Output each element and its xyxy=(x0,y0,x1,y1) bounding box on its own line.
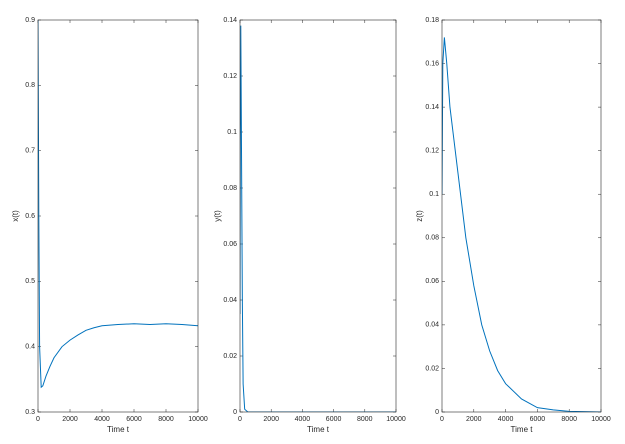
x-tick-label: 4000 xyxy=(295,416,311,423)
subplot: 0 0.02 0.04 0.06 0.08 0.1 0.12 0.14 0 2000 4000 600… xyxy=(213,17,406,434)
y-tick-label: 0.08 xyxy=(223,185,237,192)
y-axis-label: z(t) xyxy=(415,210,424,222)
y-tick-label: 0.12 xyxy=(425,148,439,155)
y-tick-label: 0.14 xyxy=(425,104,439,111)
y-tick-label: 0 xyxy=(233,409,237,416)
y-tick-label: 0.06 xyxy=(425,278,439,285)
y-tick-label: 0.5 xyxy=(25,278,35,285)
x-tick-label: 0 xyxy=(440,416,444,423)
y-tick-label: 0.1 xyxy=(227,129,237,136)
y-tick-label: 0.7 xyxy=(25,148,35,155)
y-tick-label: 0.6 xyxy=(25,213,35,220)
y-tick-label: 0.02 xyxy=(425,365,439,372)
x-tick-label: 2000 xyxy=(62,416,78,423)
plot-area xyxy=(240,25,396,412)
axes-box xyxy=(37,19,199,413)
x-axis-label: Time t xyxy=(107,425,130,434)
x-tick-label: 0 xyxy=(238,416,242,423)
y-tick-label: 0.06 xyxy=(223,241,237,248)
y-tick-label: 0.16 xyxy=(425,60,439,67)
x-tick-label: 6000 xyxy=(126,416,142,423)
y-tick-label: 0.08 xyxy=(425,235,439,242)
data-line xyxy=(38,20,198,389)
subplot: 0.3 0.4 0.5 0.6 0.7 0.8 0.9 0 2000 4000 6000 8000 10… xyxy=(11,17,208,434)
data-line xyxy=(442,37,601,412)
subplot: 0 0.02 0.04 0.06 0.08 0.1 0.12 0.14 0.16 0.18 0 200… xyxy=(415,17,611,434)
axes-box xyxy=(441,19,602,413)
axes-background xyxy=(240,20,396,412)
y-tick-label: 0.04 xyxy=(425,322,439,329)
y-tick-label: 0.14 xyxy=(223,17,237,24)
data-line xyxy=(240,25,396,412)
y-tick-label: 0.9 xyxy=(25,17,35,24)
y-tick-label: 0 xyxy=(435,409,439,416)
x-tick-label: 2000 xyxy=(466,416,482,423)
x-tick-label: 8000 xyxy=(158,416,174,423)
x-tick-label: 8000 xyxy=(357,416,373,423)
x-axis-label: Time t xyxy=(511,425,534,434)
x-tick-label: 4000 xyxy=(498,416,514,423)
axes-box xyxy=(239,19,397,413)
y-tick-label: 0.02 xyxy=(223,353,237,360)
y-axis-label: y(t) xyxy=(213,210,222,222)
y-tick-label: 0.04 xyxy=(223,297,237,304)
plot-area xyxy=(38,20,198,389)
x-tick-label: 4000 xyxy=(94,416,110,423)
x-tick-label: 0 xyxy=(36,416,40,423)
x-tick-label: 8000 xyxy=(561,416,577,423)
x-tick-label: 10000 xyxy=(591,416,611,423)
y-tick-label: 0.3 xyxy=(25,409,35,416)
x-tick-label: 10000 xyxy=(188,416,208,423)
plot-area xyxy=(442,37,601,412)
y-tick-label: 0.12 xyxy=(223,73,237,80)
x-tick-label: 6000 xyxy=(530,416,546,423)
x-tick-label: 6000 xyxy=(326,416,342,423)
y-tick-label: 0.1 xyxy=(429,191,439,198)
x-axis-label: Time t xyxy=(307,425,330,434)
axes-background xyxy=(38,20,198,412)
y-tick-label: 0.18 xyxy=(425,17,439,24)
y-axis-label: x(t) xyxy=(11,210,20,222)
x-tick-label: 10000 xyxy=(386,416,406,423)
y-tick-label: 0.4 xyxy=(25,344,35,351)
x-tick-label: 2000 xyxy=(263,416,279,423)
axes-background xyxy=(442,20,601,412)
y-tick-label: 0.8 xyxy=(25,82,35,89)
